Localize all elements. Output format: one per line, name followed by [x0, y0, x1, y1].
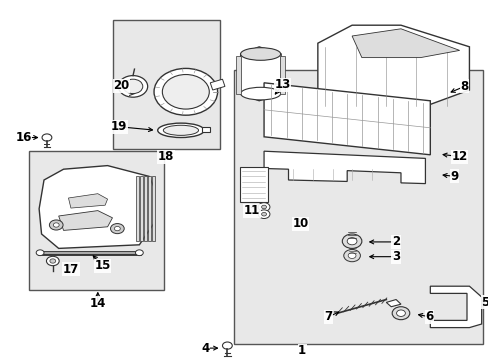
- Ellipse shape: [163, 125, 198, 135]
- Ellipse shape: [240, 48, 280, 60]
- Polygon shape: [351, 29, 459, 58]
- Circle shape: [49, 220, 63, 230]
- Polygon shape: [151, 176, 154, 241]
- Polygon shape: [280, 56, 285, 94]
- Polygon shape: [147, 176, 150, 241]
- Text: 4: 4: [201, 342, 209, 355]
- Polygon shape: [264, 151, 425, 184]
- Polygon shape: [264, 83, 429, 155]
- Circle shape: [342, 234, 361, 248]
- Circle shape: [347, 253, 355, 258]
- Circle shape: [53, 223, 59, 227]
- Text: 19: 19: [110, 120, 127, 133]
- Polygon shape: [143, 176, 146, 241]
- Text: 2: 2: [391, 235, 399, 248]
- Text: 20: 20: [113, 79, 129, 92]
- Polygon shape: [236, 56, 241, 94]
- Bar: [239, 167, 267, 202]
- Text: 8: 8: [460, 80, 468, 93]
- Text: 16: 16: [15, 131, 32, 144]
- Polygon shape: [136, 176, 139, 241]
- Circle shape: [396, 310, 405, 316]
- Text: 15: 15: [94, 259, 111, 272]
- Polygon shape: [210, 79, 224, 90]
- Text: 6: 6: [425, 310, 432, 323]
- Circle shape: [110, 224, 124, 234]
- Text: 1: 1: [298, 345, 305, 357]
- Polygon shape: [39, 166, 154, 248]
- Text: 3: 3: [391, 250, 399, 263]
- Polygon shape: [68, 194, 107, 208]
- Circle shape: [46, 256, 59, 266]
- Polygon shape: [386, 300, 400, 307]
- Text: 18: 18: [158, 150, 174, 163]
- Bar: [113, 20, 220, 149]
- Circle shape: [42, 134, 52, 141]
- Circle shape: [135, 250, 143, 256]
- Polygon shape: [240, 47, 281, 101]
- Circle shape: [36, 250, 44, 256]
- Bar: [233, 70, 482, 344]
- Polygon shape: [429, 286, 481, 328]
- Circle shape: [346, 238, 356, 245]
- Bar: [29, 151, 163, 290]
- Polygon shape: [317, 25, 468, 108]
- Text: 14: 14: [89, 297, 106, 310]
- Polygon shape: [140, 176, 142, 241]
- Text: 13: 13: [274, 78, 290, 91]
- Circle shape: [114, 226, 120, 231]
- Text: 17: 17: [62, 263, 79, 276]
- Polygon shape: [59, 211, 112, 230]
- Polygon shape: [202, 127, 210, 132]
- Circle shape: [391, 307, 409, 320]
- Circle shape: [118, 76, 147, 97]
- Circle shape: [154, 68, 217, 115]
- Circle shape: [343, 249, 360, 262]
- Circle shape: [258, 210, 269, 219]
- Circle shape: [162, 75, 209, 109]
- Text: 5: 5: [481, 296, 488, 309]
- Text: 9: 9: [450, 170, 458, 183]
- Text: 10: 10: [292, 217, 308, 230]
- Text: 7: 7: [324, 310, 332, 323]
- Circle shape: [123, 79, 142, 94]
- Text: 12: 12: [450, 150, 467, 163]
- Circle shape: [258, 203, 269, 211]
- Circle shape: [50, 259, 56, 263]
- Circle shape: [261, 212, 266, 216]
- Ellipse shape: [240, 87, 280, 100]
- Ellipse shape: [157, 123, 204, 138]
- Circle shape: [222, 342, 232, 349]
- Text: 11: 11: [243, 204, 260, 217]
- Circle shape: [261, 205, 266, 209]
